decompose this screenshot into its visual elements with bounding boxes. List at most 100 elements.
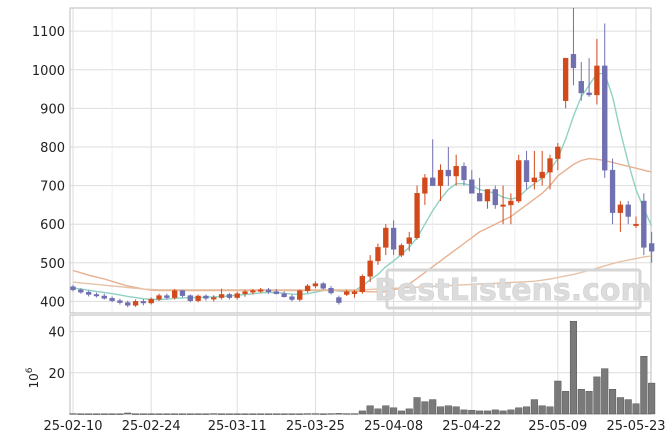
candle-body (344, 291, 350, 295)
moving-average-line (72, 72, 653, 301)
volume-bar (515, 407, 523, 415)
candle-body (586, 92, 592, 96)
moving-average-lines (72, 72, 653, 301)
price-tick-label: 1100 (32, 25, 65, 40)
watermark: BestListens.com (374, 268, 652, 310)
volume-bar (523, 406, 531, 415)
candle-body (609, 169, 616, 213)
volume-bar (264, 413, 273, 415)
candle-body (523, 160, 530, 182)
date-tick-label: 25-02-24 (122, 419, 181, 434)
volume-bar (476, 410, 484, 415)
candle-body (179, 290, 186, 296)
date-tick-label: 25-03-11 (208, 419, 267, 434)
volume-bar (562, 391, 570, 415)
volume-tick-label: 40 (48, 326, 65, 341)
price-tick-label: 700 (40, 180, 65, 195)
volume-bar (249, 413, 257, 415)
candle-body (641, 200, 647, 248)
volume-bar (241, 413, 249, 415)
volume-bar (616, 397, 624, 415)
volume-bar (280, 413, 288, 415)
volume-bar (202, 413, 210, 415)
axes: 400 500 600 700 800 900 1000 1100 20 40 25-02-10 25… (25, 25, 666, 434)
volume-tick-label: 20 (48, 367, 65, 382)
candle-body (461, 166, 467, 181)
volume-bar (444, 405, 452, 415)
volume-bar (624, 399, 632, 415)
volume-bar (405, 408, 413, 415)
candle-body (430, 177, 436, 186)
volume-bar (210, 413, 218, 415)
volume-bars (69, 320, 656, 415)
volume-bar (186, 413, 194, 415)
volume-bar (77, 413, 85, 415)
volume-bar (499, 410, 507, 415)
candle-body (578, 81, 584, 94)
volume-bar (85, 413, 93, 415)
candle-body (492, 189, 498, 206)
candle-body (602, 65, 608, 171)
volume-bar (350, 413, 359, 415)
volume-bar (163, 413, 171, 415)
volume-bar (390, 407, 398, 415)
volume-bar (233, 413, 241, 415)
watermark-text: BestListens.com (374, 273, 652, 308)
candle-body (164, 295, 170, 298)
candle-body (414, 193, 420, 238)
volume-bar (382, 405, 390, 415)
candle-body (367, 260, 373, 277)
candle-body (187, 295, 193, 301)
volume-bar (483, 410, 491, 415)
volume-bar (585, 391, 593, 415)
volume-bar (437, 406, 445, 415)
candle-body (648, 243, 655, 252)
volume-bar (429, 399, 437, 415)
moving-average-line (72, 157, 652, 293)
candle-body (453, 166, 459, 177)
candle-body (390, 227, 397, 250)
candle-body (312, 283, 319, 287)
candle-body (383, 227, 389, 248)
candle-body (547, 158, 553, 173)
candle-body (156, 295, 162, 300)
volume-bar (374, 408, 382, 415)
volume-bar (100, 413, 108, 415)
date-tick-label: 25-05-09 (528, 419, 587, 434)
volume-bar (569, 320, 577, 415)
volume-bar (257, 413, 265, 415)
candle-body (320, 283, 326, 289)
candle-body (242, 291, 248, 294)
volume-bar (648, 382, 656, 415)
volume-bar (139, 413, 147, 415)
candle-body (617, 204, 624, 213)
candle-body (625, 204, 631, 217)
volume-bar (632, 403, 640, 415)
candle-body (171, 290, 178, 298)
date-tick-label: 25-04-22 (442, 419, 501, 434)
candle-body (257, 289, 264, 292)
date-tick-label: 25-04-08 (364, 419, 423, 434)
candle-body (226, 294, 233, 298)
date-tick-label: 25-02-10 (43, 419, 102, 434)
volume-bar (601, 368, 609, 415)
candle-body (132, 301, 139, 306)
volume-bar (507, 409, 515, 415)
candle-body (85, 291, 92, 295)
candle-body (570, 54, 577, 69)
volume-bar (319, 413, 327, 415)
candle-body (562, 57, 569, 101)
volume-bar (358, 410, 366, 415)
candle-body (281, 293, 287, 298)
volume-bar (147, 413, 155, 415)
price-tick-label: 500 (40, 257, 65, 272)
volume-bar (327, 413, 335, 415)
candle-body (633, 223, 639, 226)
volume-bar (460, 409, 468, 415)
candle-body (289, 296, 295, 300)
volume-bar (155, 413, 163, 415)
candle-body (203, 295, 209, 299)
volume-bar (108, 413, 116, 415)
candle-body (297, 290, 303, 300)
volume-axis-exponent: 6 (25, 367, 35, 373)
